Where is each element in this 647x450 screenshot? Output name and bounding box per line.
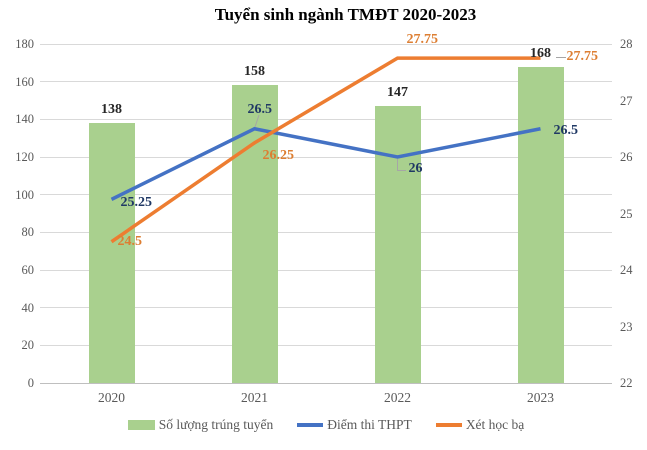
gridline xyxy=(40,269,612,271)
line-data-label: 26.5 xyxy=(247,101,273,117)
line-data-label: 25.25 xyxy=(120,195,153,211)
bar-data-label: 147 xyxy=(387,85,408,101)
left-axis-tick-label: 120 xyxy=(15,150,34,164)
legend-item: Xét học bạ xyxy=(435,417,525,433)
left-axis-tick-label: 20 xyxy=(21,338,35,353)
gridline xyxy=(40,81,612,83)
legend-item: Số lượng trúng tuyển xyxy=(127,417,274,433)
line-series-blue xyxy=(110,126,541,201)
x-axis-label: 2022 xyxy=(384,390,411,405)
x-axis-label: 2020 xyxy=(98,390,125,405)
line-series-orange xyxy=(110,56,541,244)
gridline xyxy=(40,194,612,196)
line-data-label: 26 xyxy=(408,161,423,176)
label-leader-line xyxy=(254,114,260,128)
line-data-label: 26.25 xyxy=(262,147,295,163)
chart-title: Tuyển sinh ngành TMĐT 2020-2023 xyxy=(214,5,477,24)
gridline xyxy=(40,307,612,309)
right-axis-tick-label: 24 xyxy=(620,263,633,277)
right-axis-tick-label: 27 xyxy=(620,93,633,108)
line-data-label: 27.75 xyxy=(406,32,439,48)
gridline xyxy=(40,156,612,158)
legend: Số lượng trúng tuyển Điểm thi THPT Xét học… xyxy=(40,415,612,435)
left-axis-tick-label: 80 xyxy=(21,225,35,240)
x-axis-label: 2021 xyxy=(241,390,268,405)
gridline xyxy=(40,231,612,233)
bar xyxy=(88,123,135,383)
left-axis-tick-label: 60 xyxy=(21,263,35,277)
left-axis-tick-label: 160 xyxy=(15,74,34,89)
legend-label: Điểm thi THPT xyxy=(327,417,412,432)
label-leader-line xyxy=(397,159,406,171)
right-axis-tick-label: 23 xyxy=(620,319,633,334)
right-axis-tick-label: 26 xyxy=(620,150,633,164)
legend-label: Số lượng trúng tuyển xyxy=(158,417,274,432)
gridline xyxy=(40,118,612,120)
right-axis-tick-label: 25 xyxy=(620,206,633,221)
line-data-label: 24.5 xyxy=(117,233,143,249)
right-axis-tick-label: 22 xyxy=(620,376,633,390)
right-axis-tick-label: 28 xyxy=(620,37,633,51)
bar-data-label: 158 xyxy=(244,64,265,80)
gridline xyxy=(40,344,612,346)
legend-line-swatch-icon xyxy=(297,423,324,427)
gridline xyxy=(40,43,612,45)
gridline xyxy=(40,382,612,384)
left-axis-tick-label: 100 xyxy=(15,187,34,202)
x-axis-label: 2023 xyxy=(527,390,554,405)
legend-bar-swatch-icon xyxy=(127,420,155,430)
legend-label: Xét học bạ xyxy=(465,417,525,432)
left-axis-tick-label: 180 xyxy=(15,37,34,51)
legend-line-swatch-icon xyxy=(435,423,462,427)
bar-data-label: 138 xyxy=(101,102,122,118)
line-data-label: 27.75 xyxy=(566,49,599,65)
left-axis-tick-label: 140 xyxy=(15,112,34,127)
left-axis-tick-label: 40 xyxy=(21,300,35,315)
left-axis-tick-label: 0 xyxy=(27,376,34,390)
bar-data-label: 168 xyxy=(530,45,551,61)
bar xyxy=(517,66,564,383)
legend-item: Điểm thi THPT xyxy=(297,417,412,433)
line-data-label: 26.5 xyxy=(553,122,579,138)
